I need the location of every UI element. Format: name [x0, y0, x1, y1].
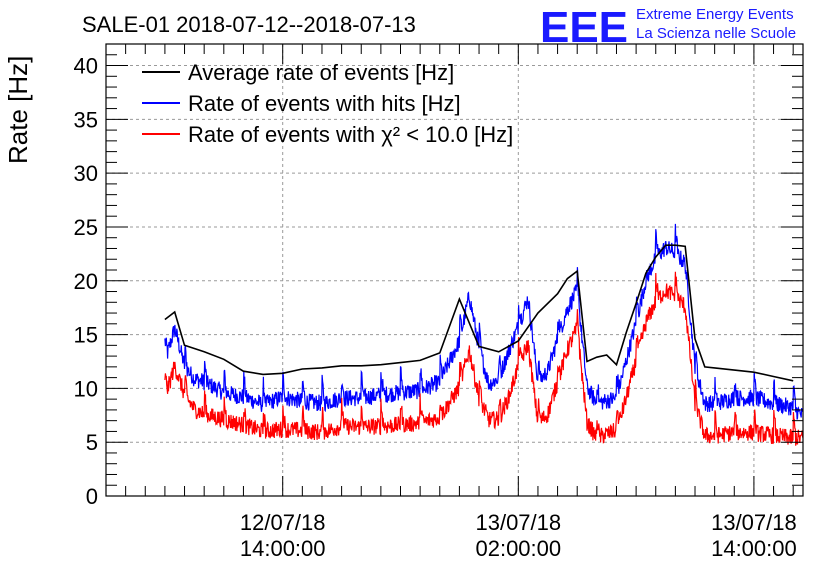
legend-label-chi2: Rate of events with χ² < 10.0 [Hz] — [188, 122, 513, 147]
x-tick-label-date: 13/07/18 — [711, 510, 797, 535]
logo-line-1: Extreme Energy Events — [636, 6, 794, 23]
legend-label-average: Average rate of events [Hz] — [188, 60, 454, 85]
x-tick-label-date: 12/07/18 — [240, 510, 326, 535]
y-axis-label: Rate [Hz] — [3, 56, 33, 164]
legend: Average rate of events [Hz] Rate of even… — [142, 60, 513, 147]
series-line-0 — [164, 244, 794, 382]
y-tick-label: 35 — [74, 107, 98, 132]
series-line-2 — [164, 271, 804, 446]
eee-logo: EEE Extreme Energy Events La Scienza nel… — [540, 3, 796, 52]
y-tick-label: 10 — [74, 376, 98, 401]
x-tick-label-date: 13/07/18 — [475, 510, 561, 535]
y-tick-label: 25 — [74, 215, 98, 240]
y-tick-label: 15 — [74, 323, 98, 348]
y-tick-label: 0 — [86, 484, 98, 509]
y-tick-label: 40 — [74, 54, 98, 79]
series-layer — [164, 223, 804, 446]
series-line-1 — [164, 223, 804, 420]
y-tick-label: 5 — [86, 430, 98, 455]
chart-title: SALE-01 2018-07-12--2018-07-13 — [82, 12, 416, 37]
y-tick-label: 20 — [74, 269, 98, 294]
tick-labels: 051015202530354012/07/1814:00:0013/07/18… — [74, 54, 797, 561]
logo-line-2: La Scienza nelle Scuole — [636, 25, 796, 42]
axis-ticks — [105, 43, 803, 497]
logo-letters: EEE — [540, 3, 628, 52]
x-tick-label-time: 14:00:00 — [711, 536, 797, 561]
x-tick-label-time: 14:00:00 — [240, 536, 326, 561]
y-tick-label: 30 — [74, 161, 98, 186]
x-tick-label-time: 02:00:00 — [475, 536, 561, 561]
legend-label-hits: Rate of events with hits [Hz] — [188, 91, 461, 116]
